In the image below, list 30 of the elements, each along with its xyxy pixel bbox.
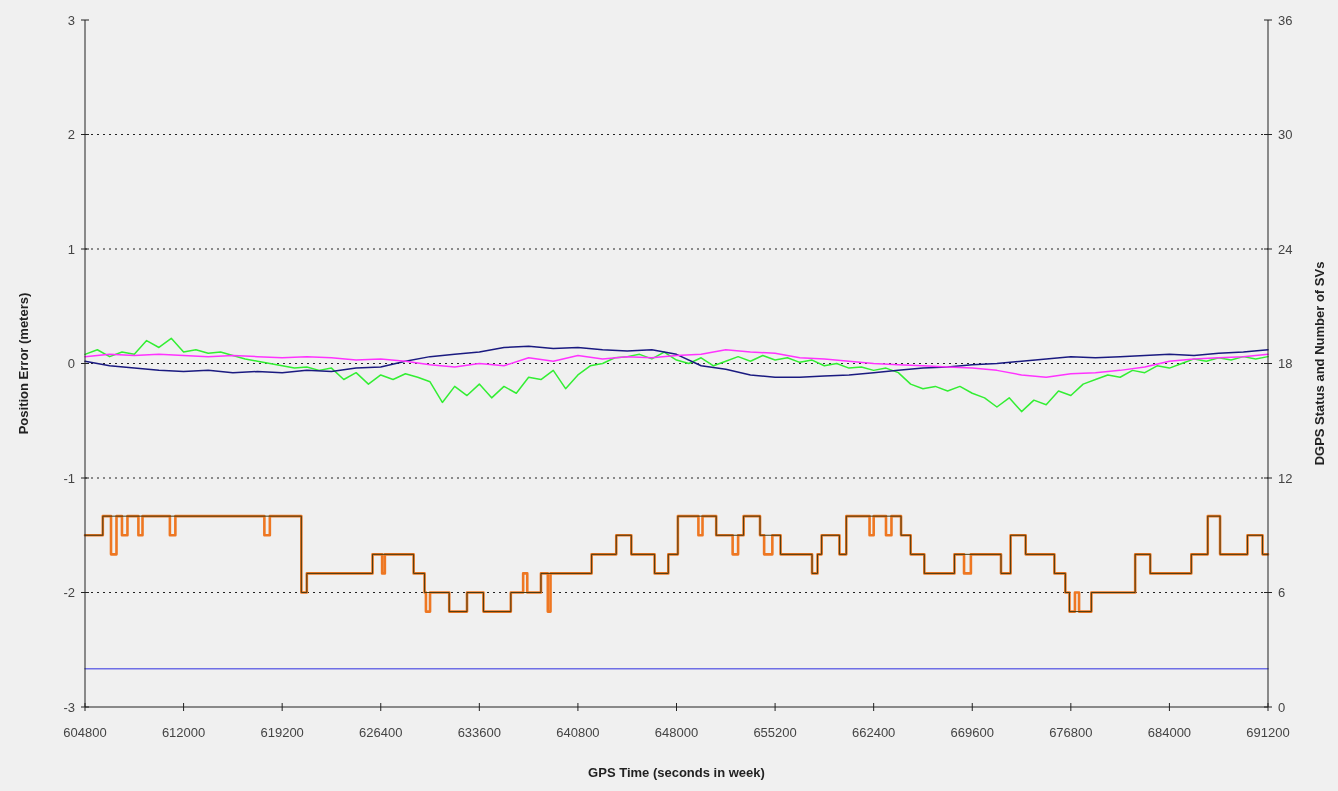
y2-tick-label: 0	[1278, 699, 1286, 715]
x-tick-label: 626400	[359, 725, 403, 740]
x-tick-label: 612000	[161, 725, 206, 740]
y2-tick-label: 24	[1278, 241, 1293, 257]
y-tick-label: -3	[63, 699, 75, 715]
x-tick-label: 604800	[63, 725, 107, 740]
x-tick-label: 619200	[260, 725, 304, 740]
x-tick-label: 655200	[753, 725, 797, 740]
x-axis-title: GPS Time (seconds in week)	[588, 765, 765, 780]
x-tick-label: 633600	[457, 725, 502, 740]
y2-tick-label: 36	[1278, 12, 1293, 28]
x-tick-label: 662400	[851, 725, 896, 740]
x-tick-label: 676800	[1049, 725, 1093, 740]
x-tick-label: 669600	[950, 725, 994, 740]
y2-tick-label: 18	[1278, 356, 1293, 372]
x-tick-label: 684000	[1147, 725, 1192, 740]
y2-tick-label: 30	[1278, 127, 1293, 143]
y-tick-label: -2	[63, 585, 75, 601]
y-tick-label: 3	[67, 12, 75, 28]
y2-tick-label: 12	[1278, 470, 1293, 486]
y-tick-label: 1	[67, 241, 75, 257]
y2-axis-title: DGPS Status and Number of SVs	[1312, 261, 1327, 466]
x-tick-label: 691200	[1246, 725, 1290, 740]
y-tick-label: 2	[67, 127, 75, 143]
y-tick-label: 0	[67, 356, 75, 372]
x-tick-label: 640800	[556, 725, 600, 740]
y-tick-label: -1	[63, 470, 75, 486]
x-tick-label: 648000	[654, 725, 699, 740]
y2-tick-label: 6	[1278, 585, 1286, 601]
y-axis-title: Position Error (meters)	[16, 292, 31, 435]
